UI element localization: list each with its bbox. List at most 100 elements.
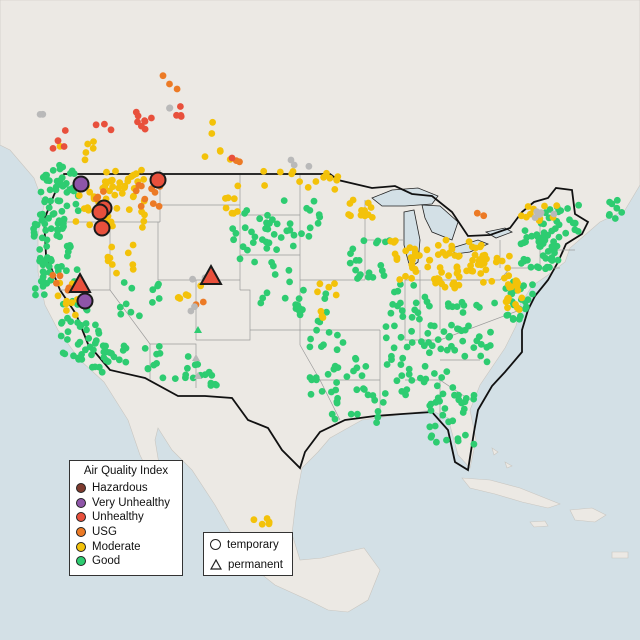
station-marker: [482, 266, 490, 274]
station-marker: [328, 410, 336, 418]
station-marker: [473, 209, 481, 217]
station-marker: [462, 431, 469, 439]
station-marker: [37, 188, 45, 196]
station-marker: [138, 166, 145, 174]
station-marker: [273, 220, 281, 228]
station-marker: [459, 309, 467, 316]
station-marker: [391, 250, 399, 258]
station-marker: [89, 144, 97, 152]
station-marker: [260, 167, 268, 175]
station-marker: [316, 213, 324, 221]
station-marker: [132, 187, 140, 195]
permanent-station-marker: [68, 271, 92, 293]
station-marker: [64, 314, 71, 322]
station-marker: [553, 202, 561, 210]
station-marker: [477, 341, 485, 348]
station-marker: [492, 258, 500, 266]
station-marker: [155, 280, 162, 288]
station-marker: [448, 321, 455, 329]
station-marker: [575, 201, 582, 209]
station-marker: [393, 256, 401, 263]
station-marker: [550, 210, 558, 218]
station-marker: [454, 267, 462, 275]
station-marker: [397, 333, 405, 341]
station-marker: [453, 303, 461, 310]
station-marker: [421, 362, 429, 370]
station-marker: [184, 364, 191, 372]
station-marker: [104, 257, 112, 265]
station-marker: [551, 225, 559, 233]
station-marker: [127, 308, 135, 316]
station-marker: [295, 295, 303, 302]
station-marker: [382, 323, 390, 330]
station-marker: [307, 335, 314, 343]
station-marker: [281, 294, 289, 302]
station-marker: [431, 370, 438, 377]
station-marker: [49, 167, 57, 174]
station-marker: [209, 118, 217, 126]
station-marker: [420, 342, 428, 350]
station-marker: [394, 287, 402, 295]
station-marker: [173, 85, 181, 93]
temporary-station-marker: [72, 175, 90, 193]
station-marker: [398, 307, 406, 315]
station-marker: [518, 212, 525, 220]
station-marker: [63, 307, 70, 314]
station-marker: [72, 200, 80, 208]
station-marker: [107, 126, 115, 134]
station-marker: [199, 298, 207, 306]
station-marker: [477, 270, 485, 277]
station-marker: [513, 304, 521, 312]
station-marker: [432, 398, 440, 406]
station-marker: [611, 215, 619, 222]
station-marker: [155, 343, 163, 350]
station-marker: [159, 374, 167, 382]
station-marker: [339, 339, 347, 346]
station-marker: [268, 259, 275, 266]
station-marker: [153, 360, 161, 367]
station-marker: [283, 227, 291, 235]
station-marker: [80, 205, 88, 213]
very-unhealthy-swatch-icon: [76, 497, 86, 508]
station-marker: [85, 335, 93, 342]
land-masses: [0, 0, 640, 613]
station-marker: [130, 192, 137, 200]
station-marker: [423, 246, 431, 254]
station-marker: [408, 274, 415, 282]
unhealthy-swatch-icon: [76, 512, 86, 523]
station-marker: [424, 329, 432, 337]
station-marker: [53, 177, 61, 185]
station-marker: [434, 251, 442, 258]
station-marker: [290, 231, 298, 239]
station-marker: [361, 386, 368, 393]
station-marker: [61, 127, 69, 134]
station-marker: [222, 204, 230, 212]
station-marker: [290, 161, 298, 169]
station-marker: [115, 356, 123, 364]
station-marker: [365, 273, 372, 281]
temporary-station-marker: [93, 219, 111, 237]
station-marker: [72, 218, 80, 225]
station-marker: [149, 299, 156, 306]
station-marker: [266, 220, 273, 227]
station-marker: [58, 207, 66, 215]
station-marker: [434, 336, 442, 343]
station-marker: [613, 204, 621, 212]
station-marker: [49, 271, 57, 279]
station-marker: [243, 207, 251, 214]
station-marker: [239, 243, 247, 251]
station-marker: [306, 343, 314, 351]
station-marker: [312, 178, 320, 185]
legend-item-permanent: permanent: [204, 556, 292, 573]
station-marker: [483, 255, 490, 263]
station-marker: [398, 372, 406, 379]
station-marker: [43, 243, 51, 250]
station-marker: [60, 143, 68, 150]
station-marker: [318, 343, 325, 350]
station-marker: [428, 432, 436, 440]
station-marker: [95, 327, 102, 335]
station-marker: [55, 217, 63, 225]
station-marker: [443, 436, 450, 444]
station-marker: [407, 254, 415, 261]
station-marker: [251, 233, 259, 241]
